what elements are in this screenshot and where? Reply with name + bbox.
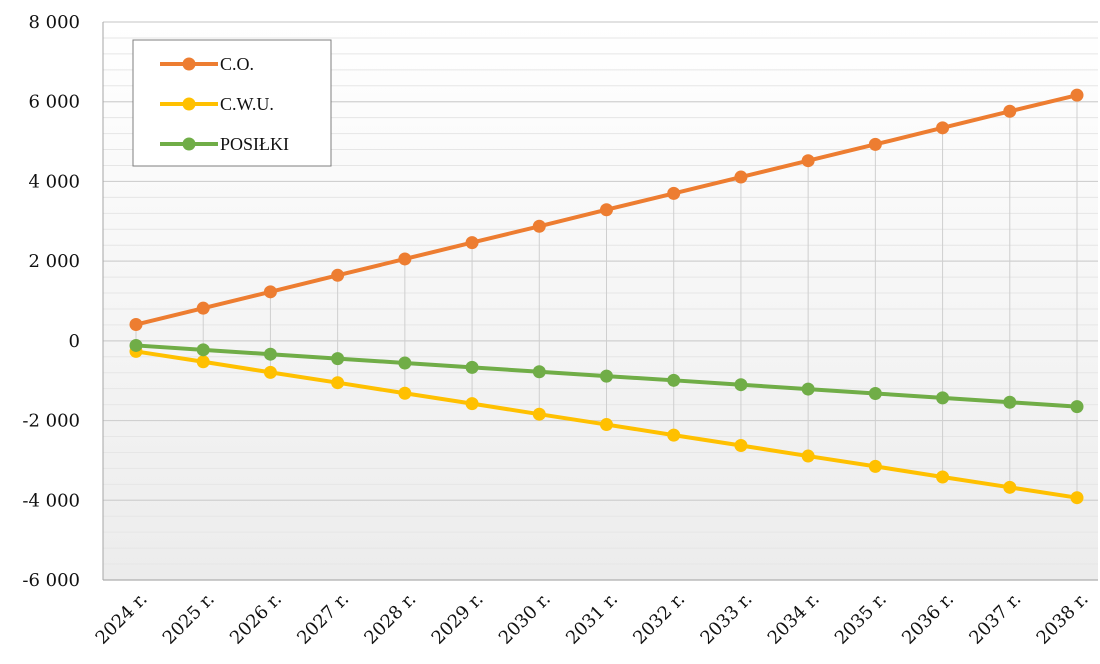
data-point bbox=[331, 352, 345, 366]
data-point bbox=[801, 449, 815, 463]
data-point bbox=[1070, 491, 1084, 505]
y-tick-label: 4 000 bbox=[28, 171, 80, 192]
y-tick-label: 8 000 bbox=[28, 12, 80, 33]
data-point bbox=[465, 397, 479, 411]
x-tick-label: 2038 r. bbox=[1033, 589, 1093, 649]
legend-label: POSIŁKI bbox=[220, 134, 289, 154]
legend-marker bbox=[182, 57, 196, 71]
data-point bbox=[1003, 395, 1017, 409]
x-tick-label: 2033 r. bbox=[696, 589, 756, 649]
data-point bbox=[196, 343, 210, 357]
y-tick-label: 2 000 bbox=[28, 251, 80, 272]
data-point bbox=[1070, 400, 1084, 414]
data-point bbox=[600, 418, 613, 432]
x-tick-label: 2030 r. bbox=[495, 589, 555, 649]
x-tick-label: 2025 r. bbox=[159, 589, 219, 649]
data-point bbox=[263, 347, 277, 361]
data-point bbox=[734, 170, 748, 184]
data-point bbox=[263, 365, 277, 379]
drop-lines bbox=[135, 95, 1078, 498]
y-tick-label: 0 bbox=[69, 331, 80, 352]
data-point bbox=[801, 154, 815, 168]
x-tick-label: 2028 r. bbox=[360, 589, 420, 649]
data-point bbox=[936, 391, 950, 405]
y-axis-tick-labels: 8 000 6 000 4 000 2 000 0 -2 000 -4 000 -6 000 bbox=[22, 12, 80, 591]
x-tick-label: 2027 r. bbox=[293, 589, 353, 649]
data-point bbox=[465, 360, 479, 374]
data-point bbox=[936, 470, 950, 484]
series-layer bbox=[129, 88, 1084, 505]
x-tick-label: 2026 r. bbox=[226, 589, 286, 649]
legend-label: C.O. bbox=[220, 54, 254, 74]
data-point bbox=[398, 356, 412, 370]
data-point bbox=[532, 407, 546, 421]
data-point bbox=[1070, 88, 1084, 102]
data-point bbox=[331, 268, 345, 282]
legend-label: C.W.U. bbox=[220, 94, 274, 114]
data-point bbox=[667, 186, 681, 200]
data-point bbox=[129, 318, 143, 332]
data-point bbox=[398, 386, 412, 400]
data-point bbox=[263, 285, 277, 299]
data-point bbox=[667, 373, 681, 387]
data-point bbox=[667, 428, 681, 442]
x-axis-tick-labels: 2024 r. 2025 r. 2026 r. 2027 r. 2028 r. 2029 … bbox=[92, 589, 1093, 649]
data-point bbox=[868, 137, 882, 151]
data-point bbox=[532, 365, 546, 379]
x-tick-label: 2037 r. bbox=[965, 589, 1025, 649]
x-tick-label: 2032 r. bbox=[629, 589, 689, 649]
data-point bbox=[331, 376, 345, 390]
data-point bbox=[936, 121, 950, 135]
x-tick-label: 2024 r. bbox=[92, 589, 152, 649]
data-point bbox=[1003, 104, 1017, 118]
data-point bbox=[196, 301, 210, 315]
data-point bbox=[734, 438, 748, 452]
y-tick-label: -4 000 bbox=[22, 490, 80, 511]
y-tick-label: -6 000 bbox=[22, 570, 80, 591]
data-point bbox=[600, 369, 613, 383]
data-point bbox=[532, 219, 546, 233]
legend: C.O. C.W.U. POSIŁKI bbox=[132, 39, 332, 167]
x-tick-label: 2034 r. bbox=[764, 589, 824, 649]
legend-marker bbox=[182, 97, 196, 111]
data-point bbox=[398, 252, 412, 266]
data-point bbox=[465, 236, 479, 250]
data-point bbox=[801, 382, 815, 396]
x-tick-label: 2031 r. bbox=[562, 589, 622, 649]
data-point bbox=[196, 355, 210, 369]
minor-gridlines bbox=[103, 37, 1098, 565]
data-point bbox=[129, 338, 143, 352]
x-tick-label: 2029 r. bbox=[428, 589, 488, 649]
data-point bbox=[868, 386, 882, 400]
data-point bbox=[868, 459, 882, 473]
y-tick-label: -2 000 bbox=[22, 411, 80, 432]
y-tick-label: 6 000 bbox=[28, 92, 80, 113]
x-tick-label: 2036 r. bbox=[898, 589, 958, 649]
data-point bbox=[734, 378, 748, 392]
x-tick-label: 2035 r. bbox=[831, 589, 891, 649]
data-point bbox=[600, 203, 613, 217]
legend-marker bbox=[182, 137, 196, 151]
data-point bbox=[1003, 480, 1017, 494]
